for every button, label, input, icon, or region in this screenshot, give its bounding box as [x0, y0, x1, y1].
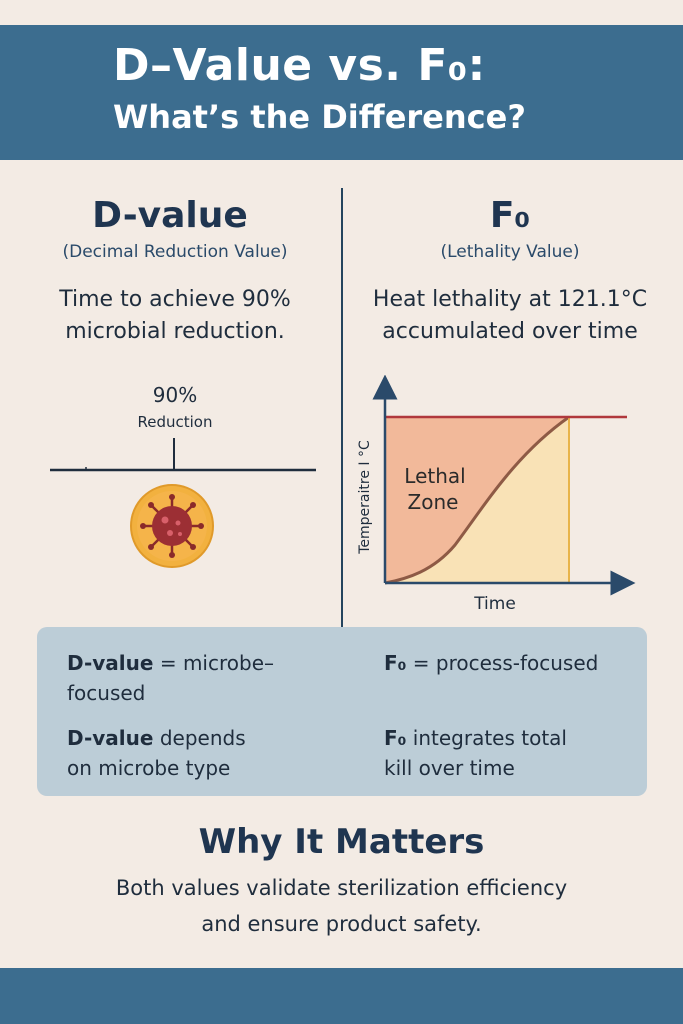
f0-point-1: F₀ = process-focused [384, 651, 599, 675]
f0-point-2-cont: kill over time [384, 756, 515, 780]
why-text: Both values validate sterilization effic… [0, 870, 683, 942]
footer-banner [0, 968, 683, 1024]
dvalue-desc-line1: Time to achieve 90% [59, 287, 291, 312]
column-divider [341, 188, 343, 796]
y-axis-label: Temperaitre I °C [357, 440, 373, 555]
lethal-zone-label-2: Zone [408, 490, 459, 514]
f0-chart: Lethal Zone Time Temperaitre I °C [357, 375, 636, 614]
x-axis-label: Time [473, 594, 516, 614]
page-subtitle: What’s the Difference? [113, 98, 526, 136]
lethal-zone-label-1: Lethal [404, 464, 465, 488]
f0-point-2: F₀ integrates total [384, 726, 567, 750]
dvalue-heading: D-value [92, 195, 248, 236]
dvalue-desc-line2: microbial reduction. [65, 319, 285, 344]
dvalue-point-1: D-value = microbe– [67, 651, 274, 675]
f0-heading: F₀ [489, 195, 531, 236]
header-banner [0, 25, 683, 160]
dvalue-graphic: 90% Reduction [50, 383, 316, 568]
dvalue-point-2: D-value depends [67, 726, 246, 750]
comparison-panel [37, 627, 647, 796]
f0-desc-line1: Heat lethality at 121.1°C [372, 287, 648, 312]
why-heading: Why It Matters [198, 822, 485, 862]
reduction-label: Reduction [138, 413, 213, 431]
f0-desc-line2: accumulated over time [382, 319, 638, 344]
temperature-curve [384, 415, 570, 585]
page-title: D–Value vs. F₀: [113, 40, 486, 91]
why-line-1: Both values validate sterilization effic… [115, 876, 568, 900]
reduction-percent: 90% [153, 383, 197, 407]
f0-subtitle: (Lethality Value) [440, 242, 580, 262]
lethal-zone-area [385, 417, 569, 583]
dvalue-subtitle: (Decimal Reduction Value) [62, 242, 288, 262]
why-line-2: and ensure product safety. [201, 912, 482, 936]
dvalue-point-1-cont: focused [67, 681, 146, 705]
dvalue-point-2-cont: on microbe type [67, 756, 231, 780]
virus-icon [130, 484, 214, 568]
